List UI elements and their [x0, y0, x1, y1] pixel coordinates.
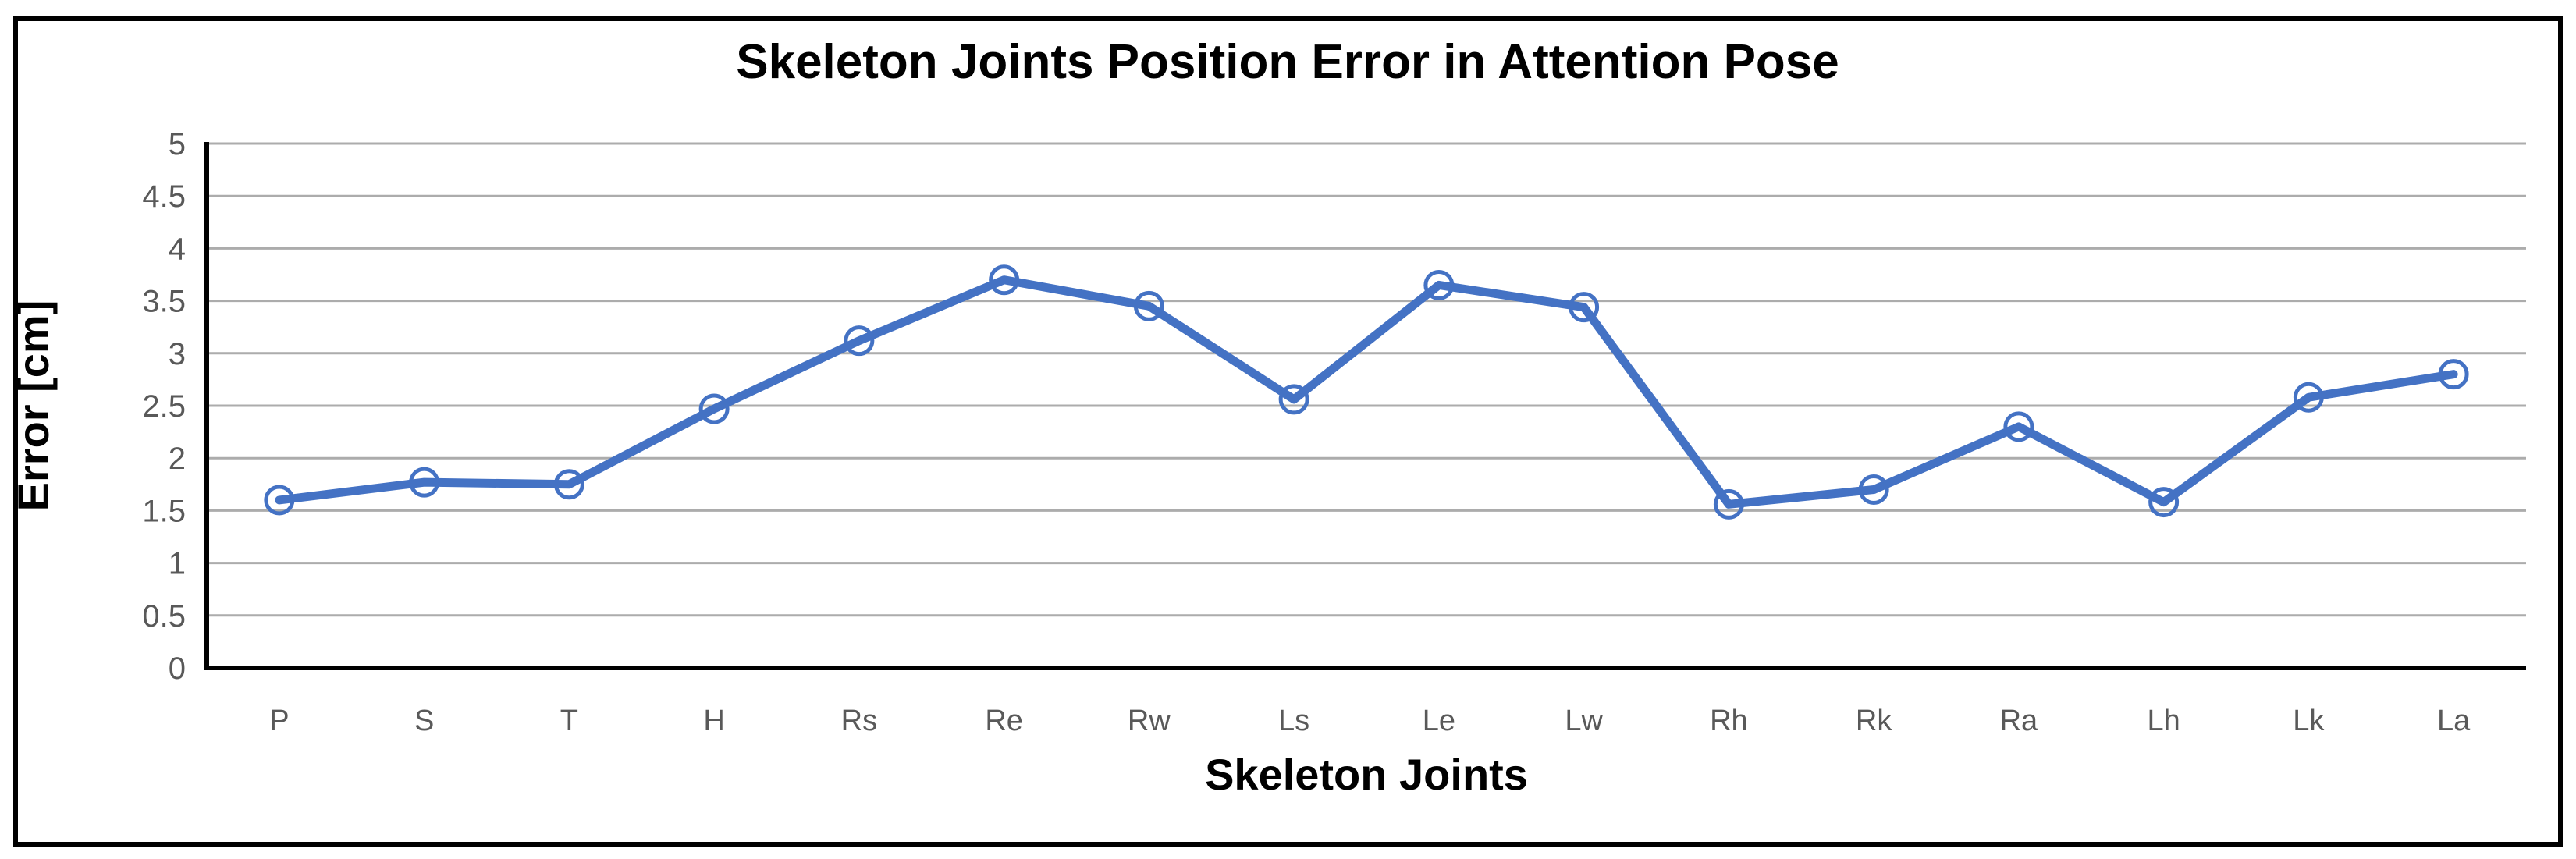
x-category-label: Lk — [2293, 705, 2325, 737]
y-tick-label: 1 — [169, 547, 186, 581]
x-category-label: Lw — [1565, 705, 1603, 737]
line-series — [264, 264, 2469, 520]
data-point-marker-Rh — [1713, 488, 1744, 520]
data-point-marker-Lw — [1569, 292, 1600, 323]
x-category-label: Rk — [1856, 705, 1892, 737]
data-point-marker-La — [2438, 359, 2469, 390]
x-category-label: Lh — [2147, 705, 2180, 737]
y-tick-label: 5 — [169, 127, 186, 162]
data-point-marker-Ra — [2003, 411, 2034, 442]
x-category-label: T — [560, 705, 578, 737]
data-point-marker-Ls — [1278, 384, 1309, 415]
x-category-label: P — [269, 705, 289, 737]
figure-border — [13, 16, 2563, 847]
x-category-label: S — [414, 705, 434, 737]
x-category-label: H — [703, 705, 724, 737]
data-point-marker-H — [698, 393, 730, 424]
y-tick-label: 0.5 — [142, 599, 186, 634]
series-line — [275, 275, 2458, 509]
data-point-marker-P — [264, 485, 295, 516]
data-point-marker-T — [553, 469, 584, 500]
axes — [204, 142, 2526, 670]
x-axis-title: Skeleton Joints — [1205, 750, 1528, 799]
y-tick-label: 0 — [169, 651, 186, 686]
x-category-label: Re — [985, 705, 1023, 737]
x-category-label: La — [2437, 705, 2471, 737]
data-point-marker-Rk — [1858, 474, 1889, 506]
chart-title: Skeleton Joints Position Error in Attent… — [736, 35, 1839, 89]
y-tick-label: 2.5 — [142, 389, 186, 424]
data-point-marker-Le — [1423, 269, 1455, 300]
data-point-marker-Rs — [844, 325, 875, 357]
y-tick-label: 4 — [169, 232, 186, 266]
x-category-label: Rs — [841, 705, 877, 737]
gridlines — [207, 142, 2526, 617]
y-tick-label: 4.5 — [142, 179, 186, 214]
x-category-label: Ls — [1278, 705, 1309, 737]
y-tick-label: 1.5 — [142, 494, 186, 528]
x-category-label: Rw — [1128, 705, 1171, 737]
x-category-label: Ra — [2000, 705, 2038, 737]
y-tick-label: 3 — [169, 337, 186, 371]
data-point-marker-Rw — [1133, 290, 1164, 321]
data-point-marker-S — [409, 467, 440, 498]
y-tick-label: 2 — [169, 442, 186, 476]
x-category-label: Le — [1423, 705, 1455, 737]
y-axis-title: Error [cm] — [9, 300, 58, 512]
data-point-marker-Lk — [2293, 382, 2324, 413]
y-axis-tick-labels: 0 0.5 1 1.5 2 2.5 3 3.5 4 4.5 5 — [142, 127, 186, 686]
data-point-marker-Re — [989, 264, 1020, 296]
data-point-marker-Lh — [2148, 487, 2180, 518]
x-category-label: Rh — [1710, 705, 1748, 737]
x-axis-category-labels: P S T H Rs Re Rw Ls Le Lw Rh Rk Ra Lh Lk La — [269, 705, 2471, 737]
y-tick-label: 3.5 — [142, 285, 186, 319]
